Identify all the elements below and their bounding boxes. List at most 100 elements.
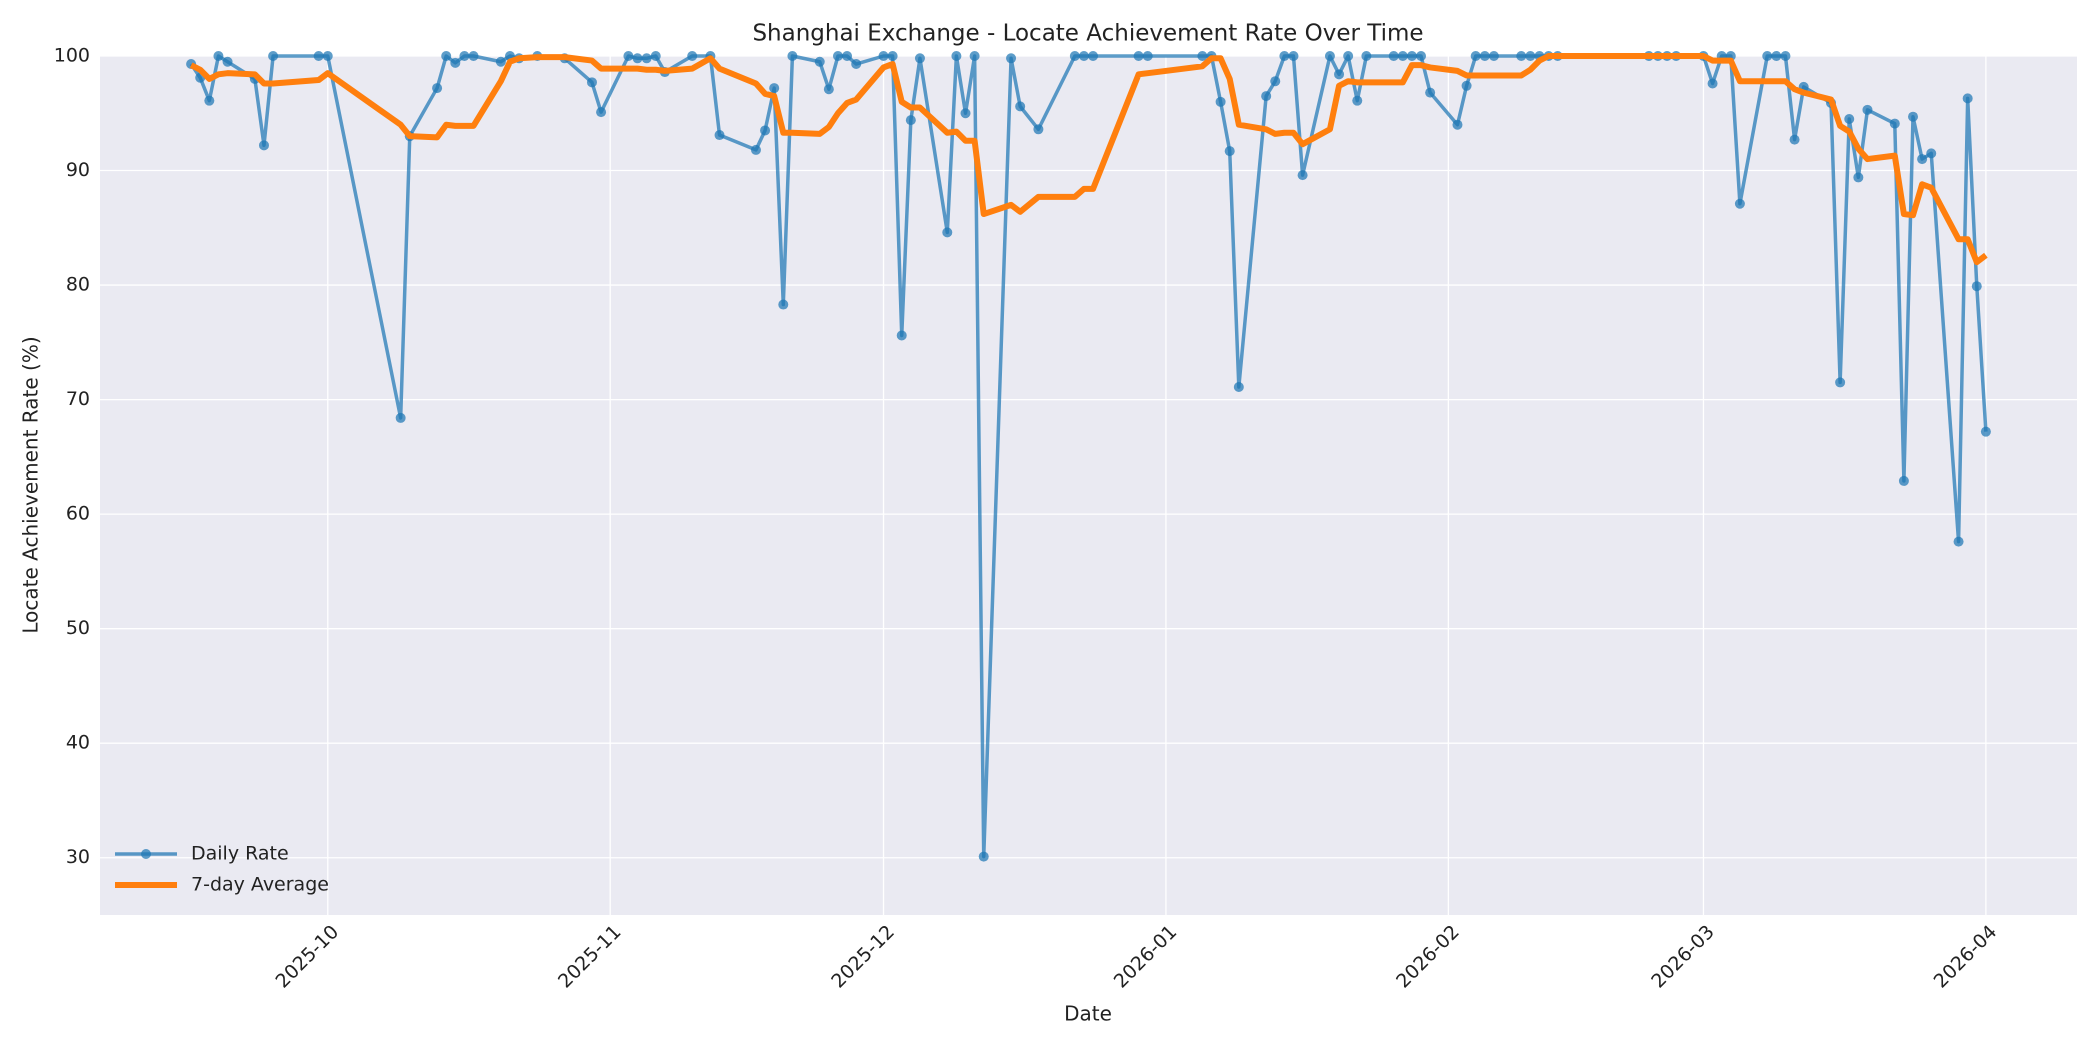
data-point bbox=[1835, 377, 1846, 388]
data-point bbox=[1525, 51, 1536, 61]
data-point bbox=[1789, 134, 1800, 145]
x-tick-label: 2026-01 bbox=[1110, 921, 1182, 993]
chart-title: Shanghai Exchange - Locate Achievement R… bbox=[752, 21, 1423, 47]
data-point bbox=[778, 299, 789, 310]
data-point bbox=[951, 51, 962, 61]
data-point bbox=[1971, 281, 1982, 292]
data-point bbox=[213, 51, 224, 61]
data-point bbox=[1388, 51, 1399, 61]
data-point bbox=[1516, 51, 1527, 61]
data-point bbox=[1352, 95, 1363, 106]
data-point bbox=[832, 51, 843, 61]
data-point bbox=[1416, 51, 1427, 61]
data-point bbox=[1033, 124, 1044, 135]
data-point bbox=[1297, 170, 1308, 181]
data-point bbox=[1224, 146, 1235, 157]
data-point bbox=[887, 51, 898, 61]
data-point bbox=[1006, 53, 1017, 64]
x-axis-label: Date bbox=[1064, 1002, 1112, 1026]
data-point bbox=[204, 95, 215, 106]
x-tick-label: 2026-02 bbox=[1392, 921, 1464, 993]
y-tick-label: 80 bbox=[66, 274, 90, 296]
data-point bbox=[268, 51, 279, 61]
data-point bbox=[714, 130, 725, 141]
data-point bbox=[1980, 426, 1991, 437]
data-point bbox=[641, 53, 652, 64]
x-tick-label: 2025-12 bbox=[827, 921, 899, 993]
data-point bbox=[313, 51, 324, 61]
data-point bbox=[1962, 93, 1973, 104]
data-point bbox=[450, 57, 461, 68]
data-point bbox=[632, 53, 643, 64]
data-point bbox=[1261, 91, 1272, 102]
data-point bbox=[1406, 51, 1417, 61]
data-point bbox=[1069, 51, 1080, 61]
data-point bbox=[596, 107, 607, 118]
data-point bbox=[823, 84, 834, 95]
data-point bbox=[1233, 382, 1244, 393]
data-point bbox=[1133, 51, 1144, 61]
y-tick-label: 90 bbox=[66, 159, 90, 181]
data-point bbox=[760, 125, 771, 136]
data-point bbox=[1361, 51, 1372, 61]
data-point bbox=[1078, 51, 1089, 61]
data-point bbox=[1488, 51, 1499, 61]
data-point bbox=[969, 51, 980, 61]
data-point bbox=[650, 51, 661, 61]
data-point bbox=[322, 51, 333, 61]
data-point bbox=[960, 108, 971, 119]
data-point bbox=[1088, 51, 1099, 61]
data-point bbox=[942, 227, 953, 238]
y-tick-label: 50 bbox=[66, 617, 90, 639]
data-point bbox=[1197, 51, 1208, 61]
data-point bbox=[623, 51, 634, 61]
series-line bbox=[189, 53, 1988, 266]
data-point bbox=[1898, 475, 1909, 486]
data-point bbox=[978, 851, 989, 862]
data-point bbox=[459, 51, 470, 61]
y-axis-label: Locate Achievement Rate (%) bbox=[19, 336, 43, 633]
data-point bbox=[878, 51, 889, 61]
data-point bbox=[896, 330, 907, 341]
data-point bbox=[432, 83, 443, 94]
data-point bbox=[750, 144, 761, 155]
data-point bbox=[1015, 101, 1026, 112]
x-tick-label: 2025-11 bbox=[554, 921, 626, 993]
data-point bbox=[1853, 172, 1864, 183]
data-point bbox=[468, 51, 479, 61]
data-point bbox=[441, 51, 452, 61]
data-point bbox=[1917, 154, 1928, 165]
data-point bbox=[586, 77, 597, 88]
data-point bbox=[1470, 51, 1481, 61]
y-tick-label: 100 bbox=[54, 45, 90, 67]
legend-label: 7-day Average bbox=[191, 874, 329, 896]
data-point bbox=[1771, 51, 1782, 61]
y-tick-label: 40 bbox=[66, 732, 90, 754]
legend-label: Daily Rate bbox=[191, 843, 289, 865]
data-point bbox=[1142, 51, 1153, 61]
data-point bbox=[258, 140, 269, 151]
data-point bbox=[1926, 148, 1937, 159]
data-point bbox=[1215, 96, 1226, 107]
data-point bbox=[1762, 51, 1773, 61]
data-point bbox=[687, 51, 698, 61]
data-point bbox=[495, 56, 506, 67]
data-point bbox=[1707, 78, 1718, 89]
data-point bbox=[1279, 51, 1290, 61]
data-point bbox=[395, 412, 406, 423]
data-point bbox=[787, 51, 798, 61]
data-point bbox=[1397, 51, 1408, 61]
data-point bbox=[905, 115, 916, 126]
data-point bbox=[851, 59, 862, 70]
data-point bbox=[1334, 69, 1345, 80]
x-tick-label: 2025-10 bbox=[271, 921, 343, 993]
data-point bbox=[1452, 119, 1463, 130]
data-point bbox=[1343, 51, 1354, 61]
data-point bbox=[222, 56, 233, 67]
data-point bbox=[1479, 51, 1490, 61]
data-point bbox=[1780, 51, 1791, 61]
data-point bbox=[842, 51, 853, 61]
y-tick-label: 30 bbox=[66, 846, 90, 868]
data-point bbox=[1324, 51, 1335, 61]
